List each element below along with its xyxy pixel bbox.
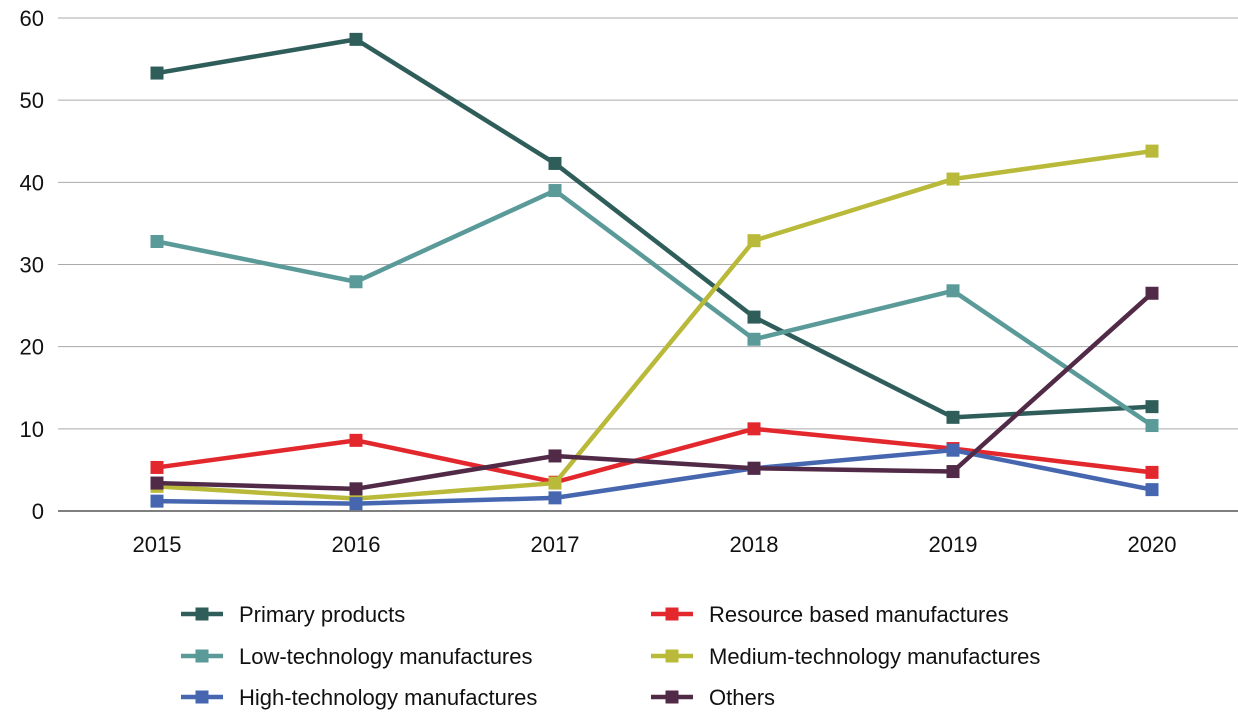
data-point-marker (747, 461, 761, 475)
data-point-marker (1145, 419, 1159, 433)
y-tick-label: 40 (20, 170, 44, 195)
series-line (154, 447, 1155, 506)
series-line (154, 188, 1155, 428)
legend-item: Resource based manufactures (651, 602, 1009, 627)
y-tick-label: 60 (20, 6, 44, 31)
data-point-marker (548, 491, 562, 505)
legend-item: High-technology manufactures (181, 685, 537, 710)
y-tick-label: 10 (20, 417, 44, 442)
y-tick-label: 30 (20, 253, 44, 278)
gridlines (58, 17, 1238, 512)
legend-item: Primary products (181, 602, 405, 627)
data-point-marker (548, 476, 562, 490)
data-point-marker (747, 234, 761, 248)
data-point-marker (548, 156, 562, 170)
legend: Primary products Resource based manufactu… (181, 602, 1040, 710)
legend-label: Resource based manufactures (709, 602, 1009, 627)
series-line (154, 291, 1155, 492)
legend-label: Others (709, 685, 775, 710)
data-point-marker (349, 497, 363, 511)
data-point-marker (747, 422, 761, 436)
legend-marker-swatch (665, 649, 679, 663)
data-point-marker (946, 443, 960, 457)
data-point-marker (150, 66, 164, 80)
data-point-marker (349, 32, 363, 46)
legend-item: Medium-technology manufactures (651, 644, 1040, 669)
legend-marker-swatch (195, 649, 209, 663)
series-primary-products (150, 32, 1159, 424)
y-tick-label: 50 (20, 88, 44, 113)
series-resource-based-manufactures (150, 422, 1159, 489)
data-point-marker (548, 449, 562, 463)
x-tick-label: 2020 (1128, 532, 1177, 557)
x-tick-label: 2016 (332, 532, 381, 557)
series-line (154, 426, 1155, 485)
legend-label: Low-technology manufactures (239, 644, 533, 669)
legend-item: Others (651, 685, 775, 710)
x-tick-label: 2017 (531, 532, 580, 557)
legend-marker-swatch (195, 607, 209, 621)
data-point-marker (946, 410, 960, 424)
x-tick-label: 2019 (929, 532, 978, 557)
series-line (154, 37, 1155, 420)
legend-label: Primary products (239, 602, 405, 627)
data-point-marker (946, 465, 960, 479)
legend-label: Medium-technology manufactures (709, 644, 1040, 669)
data-point-marker (150, 234, 164, 248)
data-point-marker (349, 433, 363, 447)
data-point-marker (946, 172, 960, 186)
data-point-marker (1145, 286, 1159, 300)
x-axis-tick-labels: 2015 2016 2017 2018 2019 2020 (133, 532, 1177, 557)
series-others (150, 286, 1159, 496)
legend-marker-swatch (195, 690, 209, 704)
x-tick-label: 2018 (730, 532, 779, 557)
data-point-marker (548, 184, 562, 198)
data-point-marker (150, 460, 164, 474)
data-point-marker (747, 310, 761, 324)
x-tick-label: 2015 (133, 532, 182, 557)
legend-marker-swatch (665, 690, 679, 704)
series-line (154, 148, 1155, 501)
data-point-marker (349, 482, 363, 496)
legend-marker-swatch (665, 607, 679, 621)
series-lines (150, 32, 1159, 511)
data-point-marker (150, 476, 164, 490)
data-point-marker (1145, 144, 1159, 158)
data-point-marker (349, 275, 363, 289)
legend-item: Low-technology manufactures (181, 644, 533, 669)
data-point-marker (946, 284, 960, 298)
y-tick-label: 20 (20, 335, 44, 360)
y-axis-tick-labels: 0 10 20 30 40 50 60 (20, 6, 44, 524)
data-point-marker (1145, 483, 1159, 497)
data-point-marker (1145, 465, 1159, 479)
y-tick-label: 0 (32, 499, 44, 524)
series-low-technology-manufactures (150, 184, 1159, 433)
legend-label: High-technology manufactures (239, 685, 537, 710)
data-point-marker (1145, 400, 1159, 414)
data-point-marker (150, 494, 164, 508)
data-point-marker (747, 332, 761, 346)
